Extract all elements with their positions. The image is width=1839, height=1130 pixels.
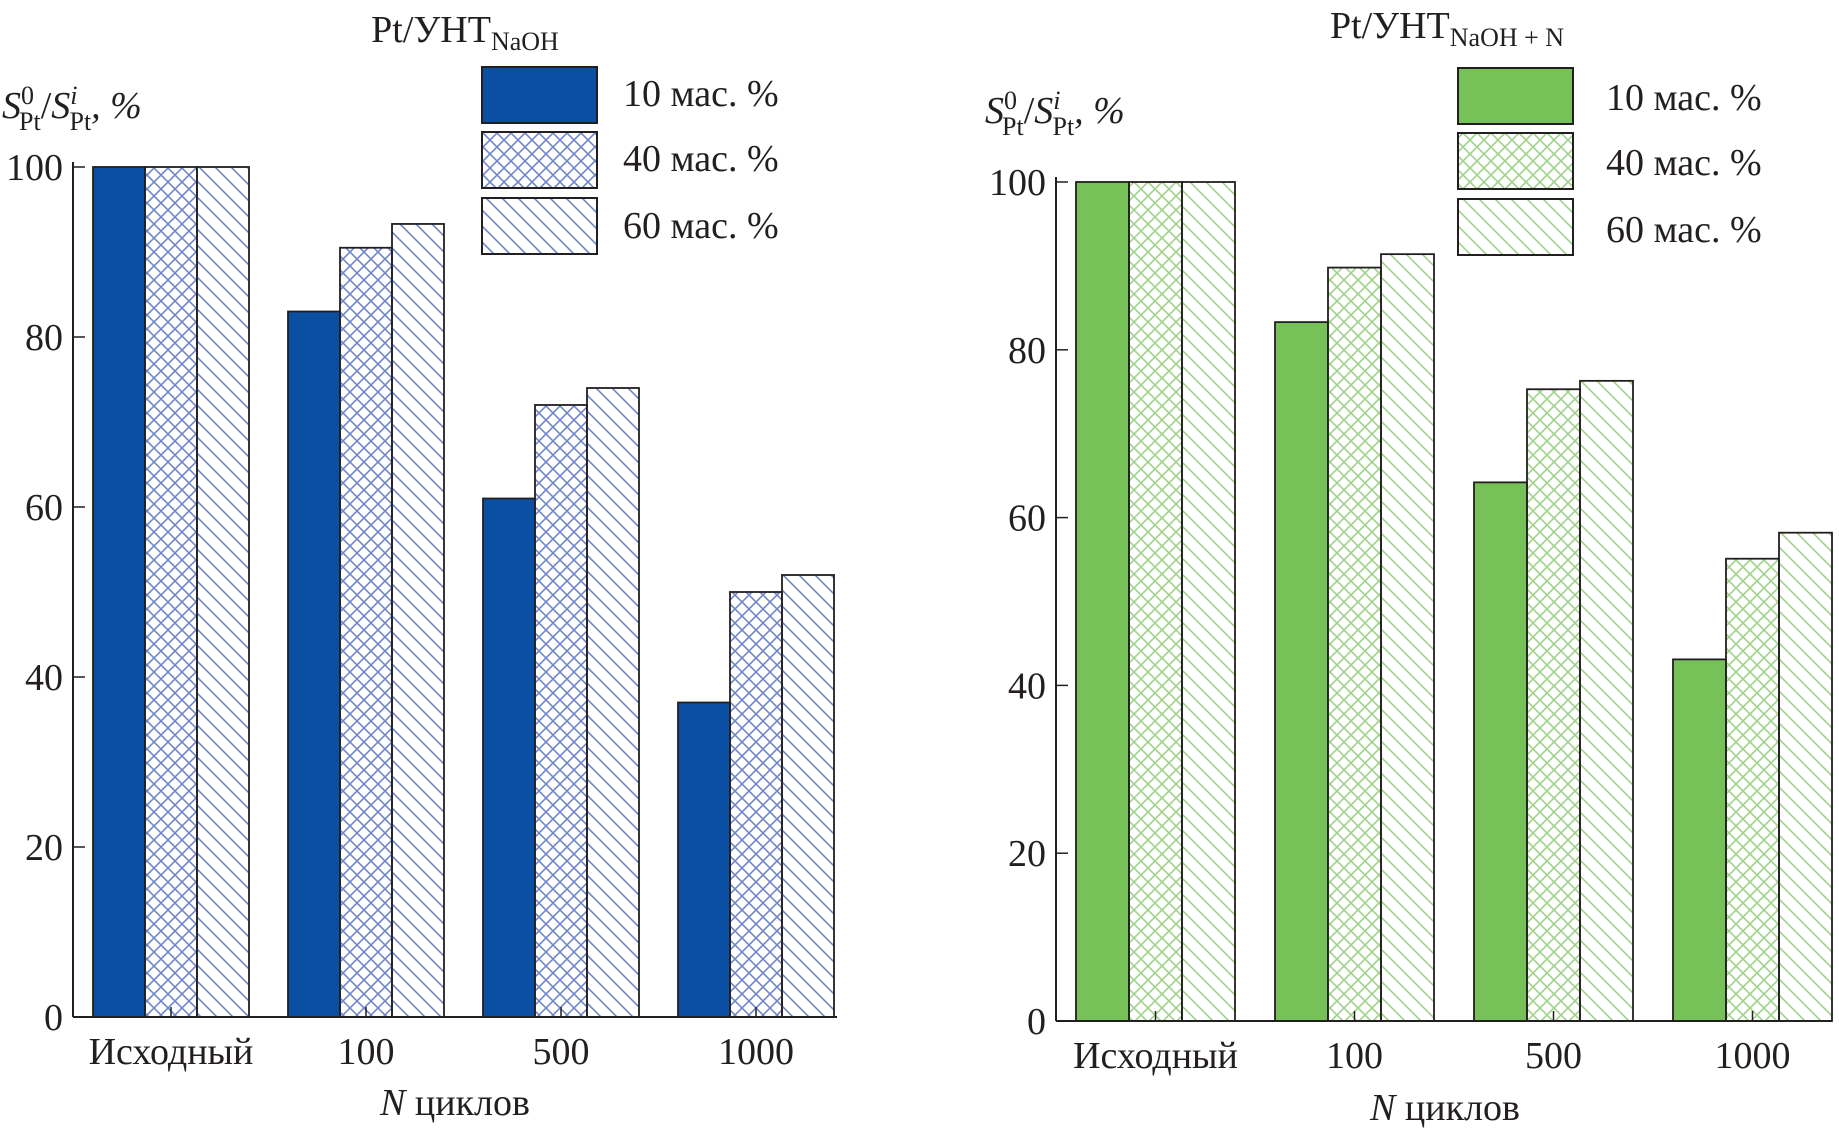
bar [287,310,341,1018]
y-tick-label: 80 [1008,330,1046,372]
legend-label: 40 мас. % [1606,142,1762,184]
chart-0: Исходный 100 500 1000 0 20 40 60 80 100 [6,66,837,1073]
x-tick-label: 100 [338,1031,395,1073]
legend-swatch [1457,67,1574,125]
legend-label: 10 мас. % [1606,77,1762,119]
bar [1778,531,1833,1022]
legend-label: 60 мас. % [623,205,779,247]
y-tick-label: 0 [1027,1001,1046,1043]
bar [1327,266,1382,1022]
y-tick-label: 100 [6,147,63,189]
x-tick-label: 500 [533,1031,590,1073]
bar [1725,557,1780,1022]
x-axis-label: N циклов [379,1082,530,1124]
bar [391,223,445,1018]
x-tick-label: 1000 [1715,1035,1791,1077]
bar [1473,481,1528,1022]
bar [1181,181,1236,1022]
x-tick-label: Исходный [89,1031,254,1073]
y-tick-label: 60 [25,487,63,529]
bar [729,591,783,1018]
y-tick-label: 60 [1008,498,1046,540]
x-tick-label: 1000 [718,1031,794,1073]
legend-label: 60 мас. % [1606,209,1762,251]
y-axis-label: S0 Pt/Si Pt, % [2,81,142,136]
x-tick-label: Исходный [1073,1035,1238,1077]
bar [482,497,536,1018]
x-tick-label: 500 [1525,1035,1582,1077]
y-tick-label: 40 [25,657,63,699]
bar [1274,321,1329,1022]
y-tick-label: 80 [25,317,63,359]
legend-swatch [481,131,598,189]
bar [534,404,588,1018]
bar [586,387,640,1018]
chart-title: Pt/УНТNaOH + N [1330,5,1564,52]
legend-swatch [481,66,598,124]
bar [1128,181,1183,1022]
legend-swatch [481,197,598,255]
y-tick-label: 40 [1008,665,1046,707]
chart-left: Pt/УНТNaOH S0 Pt/Si Pt, % N циклов 10 мас.… [2,9,779,1124]
y-axis-label: S0 Pt/Si Pt, % [985,86,1125,141]
y-tick-label: 20 [25,827,63,869]
x-axis-label: N циклов [1369,1087,1520,1129]
bar [1672,658,1727,1022]
chart-title: Pt/УНТNaOH [371,9,559,56]
x-tick-label: 100 [1326,1035,1383,1077]
bar [781,574,835,1018]
legend-swatch [1457,132,1574,190]
bar [196,166,250,1018]
y-tick-label: 20 [1008,833,1046,875]
legend-label: 40 мас. % [623,138,779,180]
y-tick-label: 100 [989,162,1046,204]
bar [1075,181,1130,1022]
y-tick-label: 0 [44,997,63,1039]
chart-1: Исходный 100 500 1000 0 20 40 60 80 100 [989,67,1833,1077]
bar [92,166,146,1018]
legend-swatch [1457,198,1574,256]
bar [144,166,198,1018]
bar [1526,388,1581,1022]
chart-right: Pt/УНТNaOH + N S0 Pt/Si Pt, % N циклов 10 … [985,5,1762,1129]
bar [1380,253,1435,1022]
bar [339,246,393,1018]
bar [1579,379,1634,1022]
legend-label: 10 мас. % [623,73,779,115]
bar [677,701,731,1018]
